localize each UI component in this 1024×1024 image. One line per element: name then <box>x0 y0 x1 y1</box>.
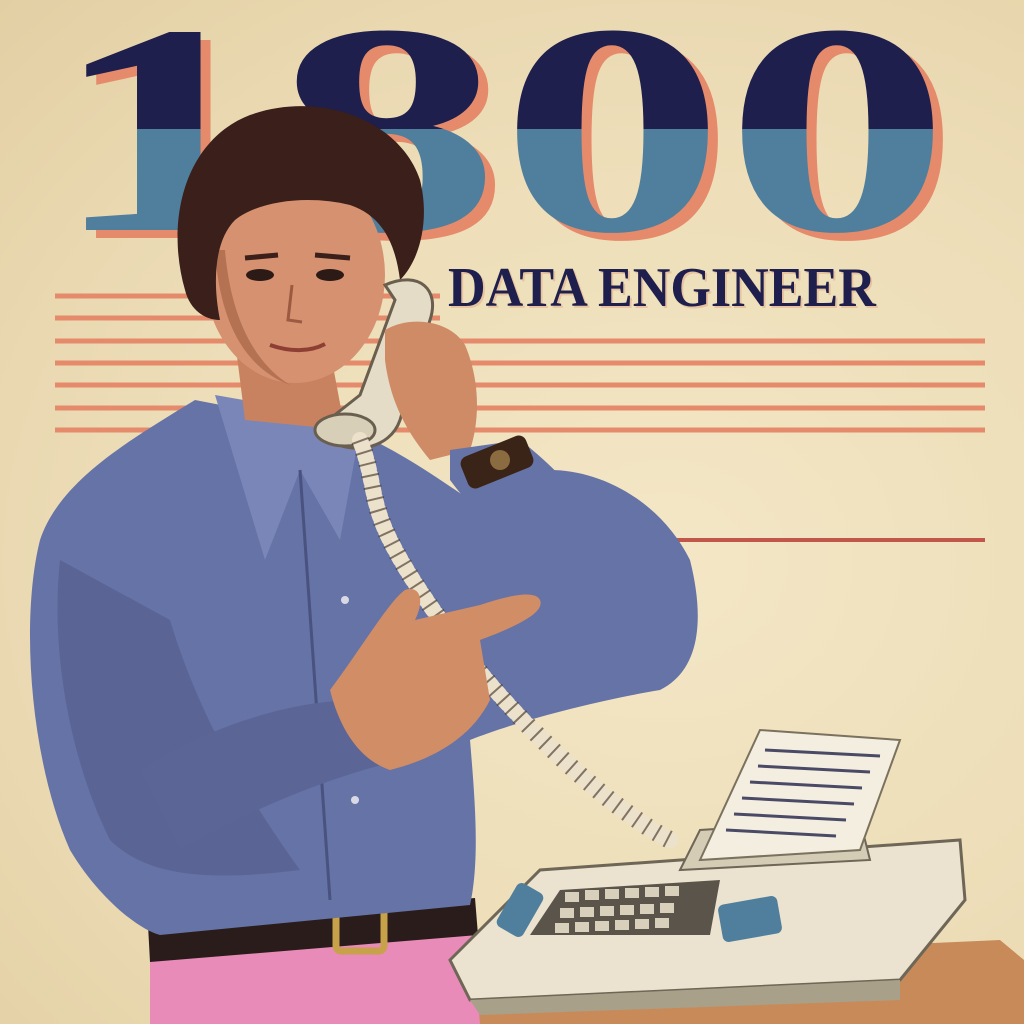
pointing-hand <box>330 589 541 770</box>
face-shadow <box>215 250 290 385</box>
hand-on-phone <box>385 321 477 460</box>
face <box>205 167 385 383</box>
hair <box>177 106 424 320</box>
belt <box>148 898 478 962</box>
forearm-left <box>140 700 400 850</box>
printout-paper <box>698 728 902 862</box>
headline-title: DATA ENGINEER <box>448 257 876 319</box>
